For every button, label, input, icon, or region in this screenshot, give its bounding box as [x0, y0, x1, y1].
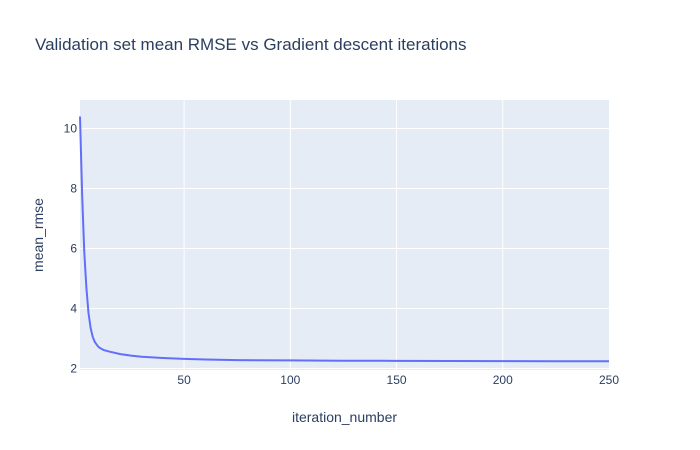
y-tick-label: 4	[70, 302, 77, 316]
x-tick-labels: 50 100 150 200 250	[177, 373, 619, 387]
x-tick-label: 100	[280, 373, 300, 387]
y-tick-label: 6	[70, 242, 77, 256]
y-tick-label: 2	[70, 362, 77, 376]
series-layer	[79, 116, 609, 363]
y-tick-labels: 2 4 6 8 10	[64, 122, 78, 376]
series-line	[79, 116, 609, 363]
x-tick-label: 250	[599, 373, 619, 387]
plot-area	[80, 100, 609, 370]
x-tick-label: 150	[387, 373, 407, 387]
chart-title: Validation set mean RMSE vs Gradient des…	[35, 35, 467, 54]
x-tick-label: 50	[177, 373, 191, 387]
y-tick-label: 10	[64, 122, 78, 136]
x-axis-title: iteration_number	[292, 409, 397, 425]
y-tick-label: 8	[70, 182, 77, 196]
y-axis-title: mean_rmse	[30, 198, 46, 272]
y-gridlines	[80, 128, 609, 369]
x-tick-label: 200	[493, 373, 513, 387]
x-gridlines	[183, 100, 504, 370]
